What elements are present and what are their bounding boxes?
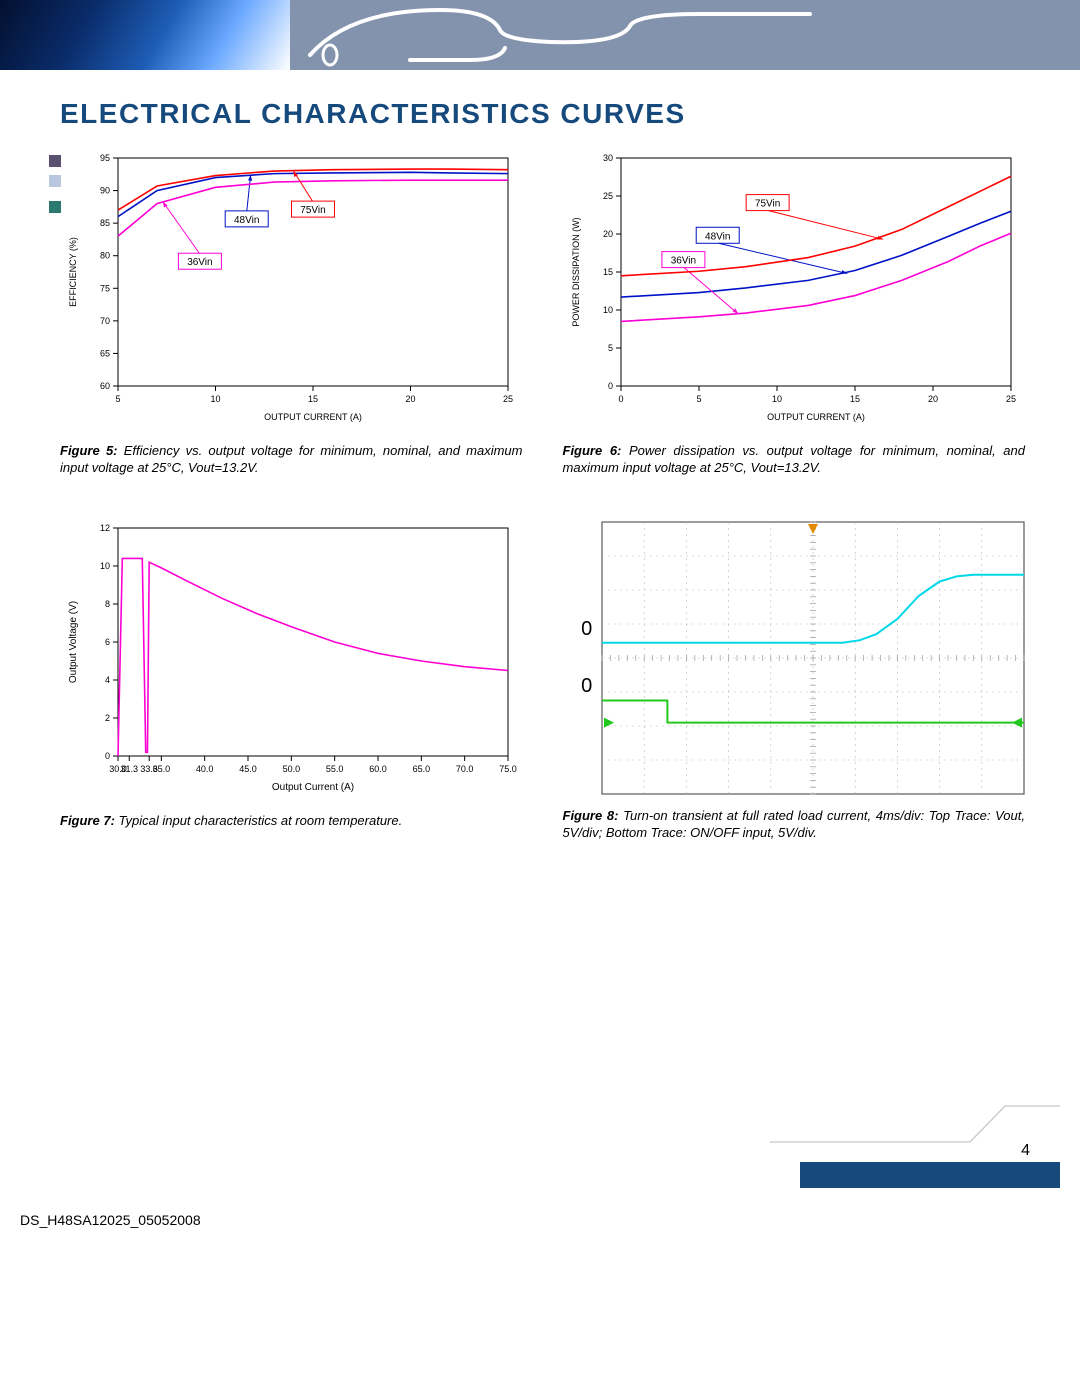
svg-text:50.0: 50.0 (283, 764, 301, 774)
svg-text:2: 2 (105, 713, 110, 723)
svg-text:45.0: 45.0 (239, 764, 257, 774)
figure5-caption: Figure 5: Efficiency vs. output voltage … (60, 443, 523, 476)
svg-text:5: 5 (696, 394, 701, 404)
banner-photo (0, 0, 290, 70)
svg-text:0: 0 (607, 381, 612, 391)
svg-text:25: 25 (602, 191, 612, 201)
svg-text:70.0: 70.0 (456, 764, 474, 774)
scope-marker-1: 0 (581, 618, 592, 641)
svg-text:15: 15 (849, 394, 859, 404)
svg-text:75.0: 75.0 (499, 764, 517, 774)
svg-text:48Vin: 48Vin (705, 231, 730, 242)
svg-text:25: 25 (1005, 394, 1015, 404)
svg-text:4: 4 (105, 675, 110, 685)
svg-text:36Vin: 36Vin (670, 256, 695, 267)
figure7-caption: Figure 7: Typical input characteristics … (60, 813, 523, 830)
svg-text:Output Current (A): Output Current (A) (272, 782, 354, 793)
svg-text:15: 15 (602, 267, 612, 277)
figure8-caption: Figure 8: Turn-on transient at full rate… (563, 808, 1026, 841)
svg-text:20: 20 (602, 229, 612, 239)
svg-text:8: 8 (105, 599, 110, 609)
svg-text:31.3: 31.3 (121, 764, 139, 774)
svg-text:75Vin: 75Vin (300, 205, 325, 216)
svg-text:60.0: 60.0 (369, 764, 387, 774)
svg-text:POWER DISSIPATION (W): POWER DISSIPATION (W) (571, 217, 581, 326)
svg-text:20: 20 (405, 394, 415, 404)
svg-text:85: 85 (100, 218, 110, 228)
svg-text:55.0: 55.0 (326, 764, 344, 774)
banner-art (290, 0, 1080, 70)
svg-text:0: 0 (618, 394, 623, 404)
svg-text:0: 0 (105, 751, 110, 761)
page-corner-art (740, 1098, 1060, 1188)
svg-text:10: 10 (771, 394, 781, 404)
svg-text:48Vin: 48Vin (234, 215, 259, 226)
figure7-chart: 30.031.333.635.040.045.050.055.060.065.0… (60, 518, 520, 798)
svg-text:15: 15 (308, 394, 318, 404)
svg-text:10: 10 (602, 305, 612, 315)
svg-text:40.0: 40.0 (196, 764, 214, 774)
sidebar-swatches (49, 155, 63, 221)
svg-text:5: 5 (115, 394, 120, 404)
svg-text:10: 10 (210, 394, 220, 404)
svg-text:10: 10 (100, 561, 110, 571)
figure6-caption: Figure 6: Power dissipation vs. output v… (563, 443, 1026, 476)
svg-text:12: 12 (100, 523, 110, 533)
svg-text:60: 60 (100, 381, 110, 391)
scope-marker-2: 0 (581, 675, 592, 698)
svg-text:30: 30 (602, 153, 612, 163)
svg-text:5: 5 (607, 343, 612, 353)
figure6-chart: 0 5 10 15 20 25 0 5 10 15 20 25 30 OUTPUT CURRENT (A)… (563, 148, 1023, 428)
svg-text:Output Voltage (V): Output Voltage (V) (68, 601, 79, 683)
document-id: DS_H48SA12025_05052008 (20, 1212, 1080, 1228)
svg-text:6: 6 (105, 637, 110, 647)
page-number: 4 (1021, 1142, 1030, 1160)
top-banner (0, 0, 1080, 70)
svg-text:OUTPUT CURRENT (A): OUTPUT CURRENT (A) (767, 412, 865, 422)
svg-text:65: 65 (100, 348, 110, 358)
svg-text:EFFICIENCY (%): EFFICIENCY (%) (68, 237, 78, 307)
svg-text:90: 90 (100, 186, 110, 196)
svg-text:36Vin: 36Vin (187, 257, 212, 268)
page-title: ELECTRICAL CHARACTERISTICS CURVES (60, 98, 1080, 130)
figure5-chart: 5 10 15 20 25 60 65 70 75 80 85 90 95 OUTPUT CURRENT … (60, 148, 520, 428)
svg-text:80: 80 (100, 251, 110, 261)
svg-text:35.0: 35.0 (153, 764, 171, 774)
svg-text:95: 95 (100, 153, 110, 163)
svg-text:25: 25 (503, 394, 513, 404)
svg-text:65.0: 65.0 (413, 764, 431, 774)
svg-text:OUTPUT CURRENT (A): OUTPUT CURRENT (A) (264, 412, 362, 422)
figure8-scope (598, 518, 1025, 798)
svg-text:75: 75 (100, 283, 110, 293)
svg-text:75Vin: 75Vin (754, 199, 779, 210)
svg-text:20: 20 (927, 394, 937, 404)
svg-text:70: 70 (100, 316, 110, 326)
